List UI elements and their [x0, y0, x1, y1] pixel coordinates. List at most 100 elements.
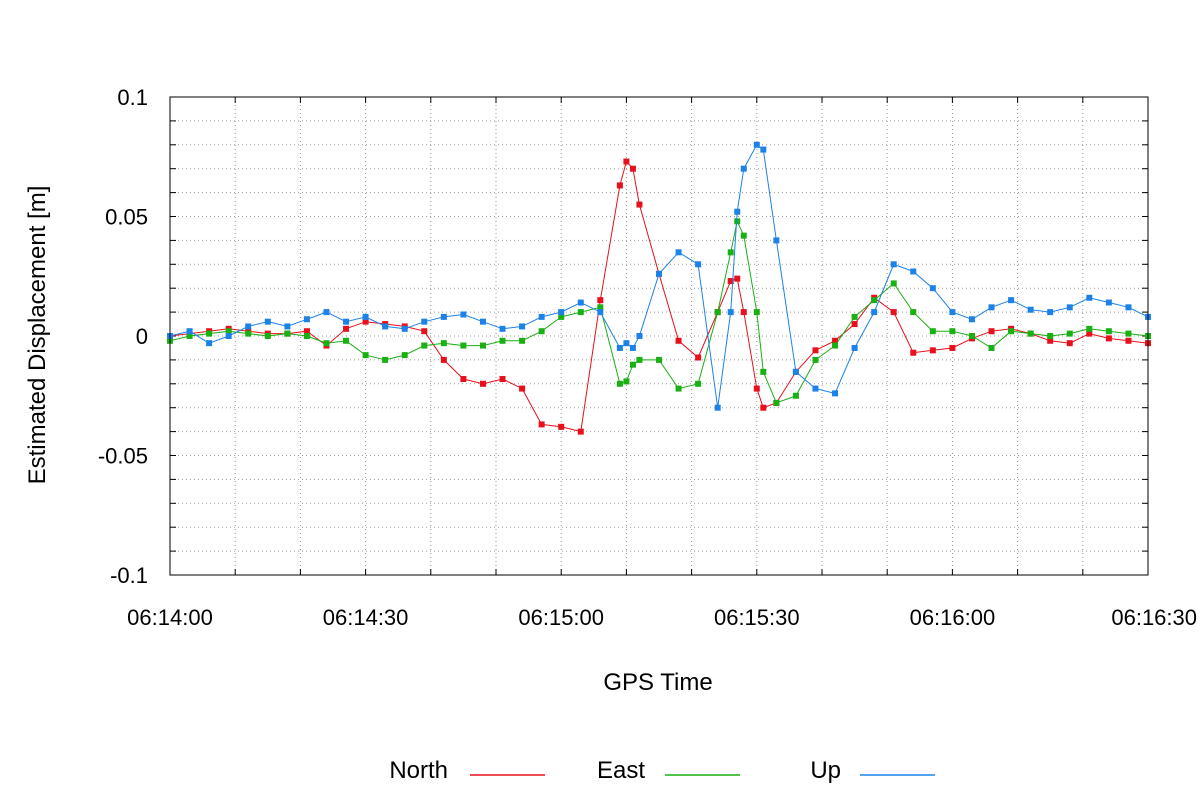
data-point	[186, 333, 193, 339]
data-point	[245, 323, 252, 330]
data-point	[558, 313, 565, 320]
x-tick-label: 06:14:00	[127, 605, 213, 630]
legend: North East Up	[389, 757, 935, 784]
x-tick-label: 06:15:30	[714, 605, 800, 630]
series-north	[167, 158, 1151, 435]
data-point	[851, 321, 858, 328]
data-point	[871, 309, 878, 316]
data-point	[323, 309, 330, 316]
data-point	[558, 309, 565, 316]
data-point	[773, 399, 780, 406]
data-point	[245, 330, 252, 337]
data-point	[727, 309, 734, 316]
data-point	[792, 368, 799, 375]
data-point	[1027, 306, 1034, 313]
data-point	[538, 421, 545, 428]
data-point	[362, 313, 369, 320]
data-point	[1105, 335, 1112, 342]
series-line-north	[169, 160, 1149, 433]
data-point	[1066, 304, 1073, 311]
data-point	[479, 342, 486, 349]
data-point	[538, 328, 545, 335]
data-point	[910, 309, 917, 316]
data-point	[1105, 328, 1112, 335]
data-point	[1125, 304, 1132, 311]
x-tick-label: 06:16:30	[1111, 605, 1197, 630]
data-point	[988, 344, 995, 351]
data-point	[264, 333, 271, 339]
data-point	[1086, 294, 1093, 301]
data-point	[910, 349, 917, 356]
data-point	[597, 309, 604, 316]
data-point	[479, 380, 486, 387]
data-point	[695, 261, 702, 268]
data-point	[303, 328, 310, 335]
data-point	[1008, 328, 1015, 335]
x-tick-label: 06:14:30	[323, 605, 409, 630]
data-point	[988, 328, 995, 335]
data-point	[421, 328, 428, 335]
data-point	[577, 299, 584, 306]
data-point	[303, 333, 310, 339]
data-point	[656, 270, 662, 277]
data-point	[1105, 299, 1112, 306]
data-point	[206, 340, 213, 347]
data-point	[323, 340, 330, 347]
x-axis-title: GPS Time	[603, 669, 712, 696]
y-tick-label: 0	[136, 324, 148, 349]
data-point	[675, 337, 682, 344]
data-point	[851, 313, 858, 320]
data-point	[362, 352, 369, 359]
series-line-up	[169, 144, 1149, 408]
data-point	[812, 356, 819, 363]
data-point	[949, 344, 956, 351]
data-point	[1047, 333, 1054, 339]
data-point	[519, 385, 526, 392]
data-point	[629, 165, 636, 172]
data-point	[616, 344, 623, 351]
data-point	[284, 323, 291, 330]
legend-label-up: Up	[810, 757, 841, 784]
plot-area-frame	[169, 96, 1149, 576]
data-point	[303, 316, 310, 323]
data-point	[753, 309, 760, 316]
data-point	[792, 392, 799, 399]
data-point	[636, 356, 643, 363]
data-point	[616, 182, 623, 189]
data-point	[440, 313, 447, 320]
data-point	[1066, 340, 1073, 347]
data-point	[968, 316, 975, 323]
data-point	[851, 344, 858, 351]
data-point	[929, 328, 936, 335]
data-point	[812, 347, 819, 354]
legend-label-east: East	[597, 757, 645, 784]
data-point	[740, 165, 747, 172]
data-point	[753, 141, 760, 148]
data-point	[695, 354, 702, 361]
data-point	[499, 337, 506, 344]
data-point	[636, 333, 643, 339]
data-point	[832, 390, 839, 397]
data-point	[382, 323, 389, 330]
data-point	[727, 249, 734, 256]
data-point	[988, 304, 995, 311]
data-point	[519, 337, 526, 344]
data-point	[675, 249, 682, 256]
data-point	[577, 428, 584, 435]
y-tick-label: -0.05	[98, 444, 148, 469]
data-point	[695, 380, 702, 387]
data-point	[949, 309, 956, 316]
data-point	[499, 376, 506, 383]
y-tick-label: 0.1	[117, 85, 148, 110]
x-tick-label: 06:16:00	[910, 605, 996, 630]
data-point	[538, 313, 545, 320]
data-point	[949, 328, 956, 335]
data-point	[362, 318, 369, 325]
data-point	[284, 330, 291, 337]
data-point	[714, 309, 721, 316]
data-point	[929, 285, 936, 292]
data-point	[910, 268, 917, 275]
data-point	[890, 280, 897, 287]
data-point	[343, 337, 350, 344]
